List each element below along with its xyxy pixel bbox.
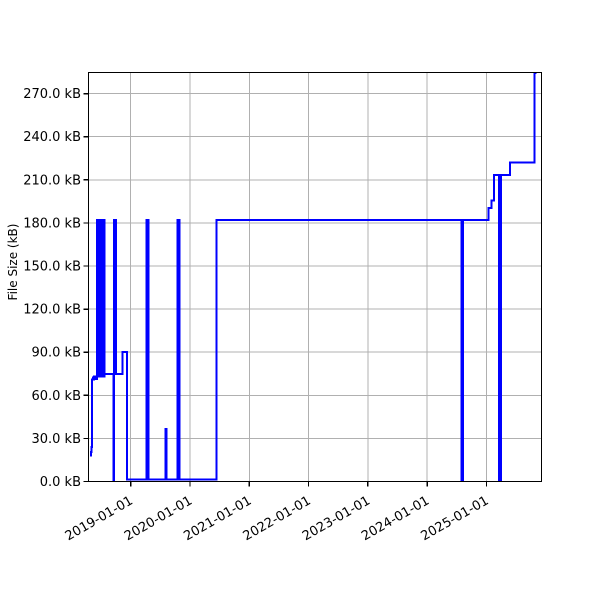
y-tick-label: 90.0 kB	[31, 346, 81, 361]
y-tick-label: 180.0 kB	[23, 216, 81, 231]
y-tick-label: 240.0 kB	[23, 130, 81, 145]
y-tick-label: 60.0 kB	[31, 389, 81, 404]
plot-area	[88, 72, 542, 482]
y-tick-label: 120.0 kB	[23, 303, 81, 318]
y-tick-label: 210.0 kB	[23, 173, 81, 188]
axes-box	[87, 71, 543, 483]
y-tick-label: 0.0 kB	[40, 475, 81, 490]
y-tick-label: 270.0 kB	[23, 87, 81, 102]
y-axis-label: File Size (kB)	[6, 224, 20, 301]
file-size-series-line	[89, 71, 537, 482]
y-tick-label: 150.0 kB	[23, 260, 81, 275]
y-tick-label: 30.0 kB	[31, 432, 81, 447]
